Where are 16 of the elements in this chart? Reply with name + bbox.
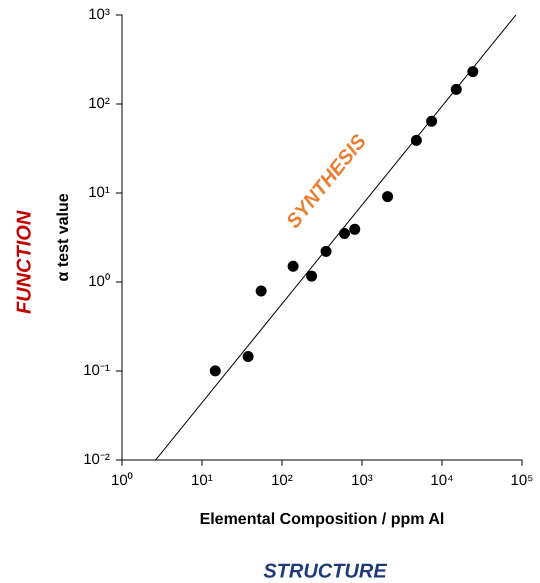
x-tick-label: 10⁵: [510, 472, 534, 489]
y-tick-label: 10²: [88, 95, 110, 112]
x-tick-label: 10¹: [191, 472, 213, 489]
y-tick-label: 10⁻²: [83, 450, 110, 468]
y-tick-label: 10⁻¹: [83, 362, 110, 379]
x-tick-label: 10²: [271, 472, 293, 489]
text: STRUCTURE: [263, 560, 388, 583]
x-tick-label: 10⁰: [111, 472, 133, 489]
y-tick-label: 10³: [88, 6, 110, 24]
y-tick-label: 10⁰: [88, 273, 110, 290]
x-tick-label: 10³: [351, 472, 373, 489]
y-tick-label: 10¹: [88, 184, 110, 202]
text: FUNCTION: [14, 210, 36, 314]
x-tick-label: 10⁴: [430, 472, 454, 489]
x-axis-title: Elemental Composition / ppm Al: [200, 510, 444, 528]
y-axis-title: α test value: [55, 193, 72, 282]
